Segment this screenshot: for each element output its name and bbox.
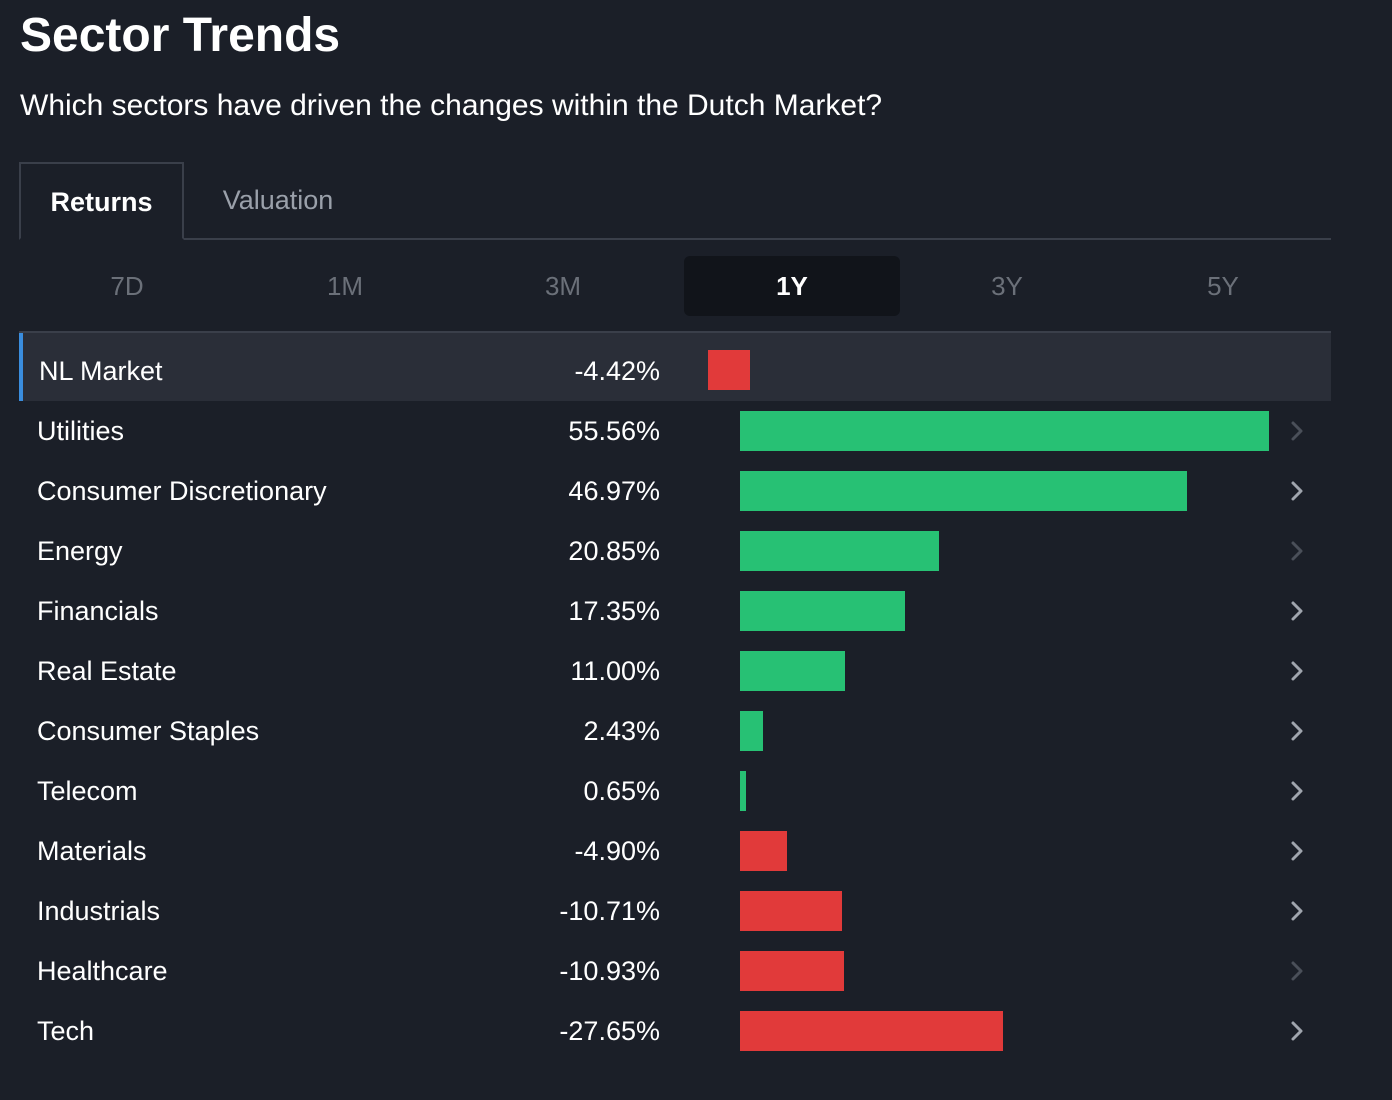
chevron-right-icon[interactable] — [1287, 701, 1307, 761]
sector-bar — [740, 771, 746, 811]
sector-bar — [740, 651, 845, 691]
sector-value: 11.00% — [570, 656, 660, 686]
sector-name: Consumer Discretionary — [37, 476, 327, 506]
sector-bar — [740, 891, 842, 931]
sector-value: 55.56% — [568, 416, 660, 446]
chevron-right-icon[interactable] — [1287, 761, 1307, 821]
chevron-right-icon[interactable] — [1287, 521, 1307, 581]
sector-row-consumer-discretionary[interactable]: Consumer Discretionary 46.97% — [19, 461, 1331, 521]
sector-row-real-estate[interactable]: Real Estate 11.00% — [19, 641, 1331, 701]
page-subtitle: Which sectors have driven the changes wi… — [20, 89, 883, 122]
period-7d[interactable]: 7D — [110, 271, 144, 301]
chevron-right-icon[interactable] — [1287, 821, 1307, 881]
sector-name: Industrials — [37, 896, 161, 926]
sector-value: -10.93% — [559, 956, 660, 986]
market-value: -4.42% — [574, 356, 660, 386]
sector-value: 17.35% — [568, 596, 660, 626]
sector-row-financials[interactable]: Financials 17.35% — [19, 581, 1331, 641]
sector-row-tech[interactable]: Tech -27.65% — [19, 1001, 1331, 1061]
sector-bar — [740, 1011, 1003, 1051]
sector-name: Financials — [37, 596, 159, 626]
chevron-right-icon[interactable] — [1287, 581, 1307, 641]
chevron-right-icon[interactable] — [1287, 461, 1307, 521]
sector-name: Energy — [37, 536, 123, 566]
sector-value: 20.85% — [568, 536, 660, 566]
sector-name: Tech — [37, 1016, 95, 1046]
sector-bar — [740, 951, 844, 991]
sector-bar — [740, 831, 787, 871]
period-1y[interactable]: 1Y — [684, 256, 900, 316]
sector-bar — [740, 471, 1187, 511]
sector-value: -27.65% — [559, 1016, 660, 1046]
market-name: NL Market — [39, 356, 163, 386]
sector-name: Consumer Staples — [37, 716, 260, 746]
chevron-right-icon[interactable] — [1287, 1001, 1307, 1061]
market-row[interactable]: NL Market -4.42% — [19, 333, 1331, 401]
sector-row-utilities[interactable]: Utilities 55.56% — [19, 401, 1331, 461]
tab-bar: Returns Valuation — [19, 162, 1331, 240]
sector-row-industrials[interactable]: Industrials -10.71% — [19, 881, 1331, 941]
period-1m[interactable]: 1M — [326, 271, 364, 301]
sector-bar — [740, 411, 1269, 451]
sector-name: Telecom — [37, 776, 138, 806]
sector-name: Utilities — [37, 416, 125, 446]
sector-name: Real Estate — [37, 656, 177, 686]
chevron-right-icon[interactable] — [1287, 881, 1307, 941]
chevron-right-icon[interactable] — [1287, 641, 1307, 701]
sector-bar — [740, 591, 905, 631]
sector-value: 46.97% — [568, 476, 660, 506]
period-selector: 7D 1M 3M 1Y 3Y 5Y — [19, 256, 1331, 316]
tab-valuation[interactable]: Valuation — [222, 185, 334, 215]
tab-returns[interactable]: Returns — [19, 162, 184, 240]
sector-row-healthcare[interactable]: Healthcare -10.93% — [19, 941, 1331, 1001]
chevron-right-icon[interactable] — [1287, 941, 1307, 1001]
page-title: Sector Trends — [20, 9, 341, 62]
market-bar — [708, 350, 750, 390]
sector-value: 2.43% — [583, 716, 660, 746]
sector-row-telecom[interactable]: Telecom 0.65% — [19, 761, 1331, 821]
divider — [19, 331, 1331, 333]
sector-name: Materials — [37, 836, 147, 866]
chevron-right-icon[interactable] — [1287, 401, 1307, 461]
sector-name: Healthcare — [37, 956, 168, 986]
sector-value: -10.71% — [559, 896, 660, 926]
sector-row-materials[interactable]: Materials -4.90% — [19, 821, 1331, 881]
sector-bar — [740, 531, 939, 571]
sector-row-consumer-staples[interactable]: Consumer Staples 2.43% — [19, 701, 1331, 761]
period-3y[interactable]: 3Y — [991, 271, 1023, 301]
sector-bar — [740, 711, 763, 751]
period-5y[interactable]: 5Y — [1207, 271, 1239, 301]
sector-row-energy[interactable]: Energy 20.85% — [19, 521, 1331, 581]
period-3m[interactable]: 3M — [544, 271, 582, 301]
sector-list: NL Market -4.42% Utilities 55.56% Consumer… — [19, 333, 1331, 1061]
sector-value: -4.90% — [574, 836, 660, 866]
sector-value: 0.65% — [583, 776, 660, 806]
